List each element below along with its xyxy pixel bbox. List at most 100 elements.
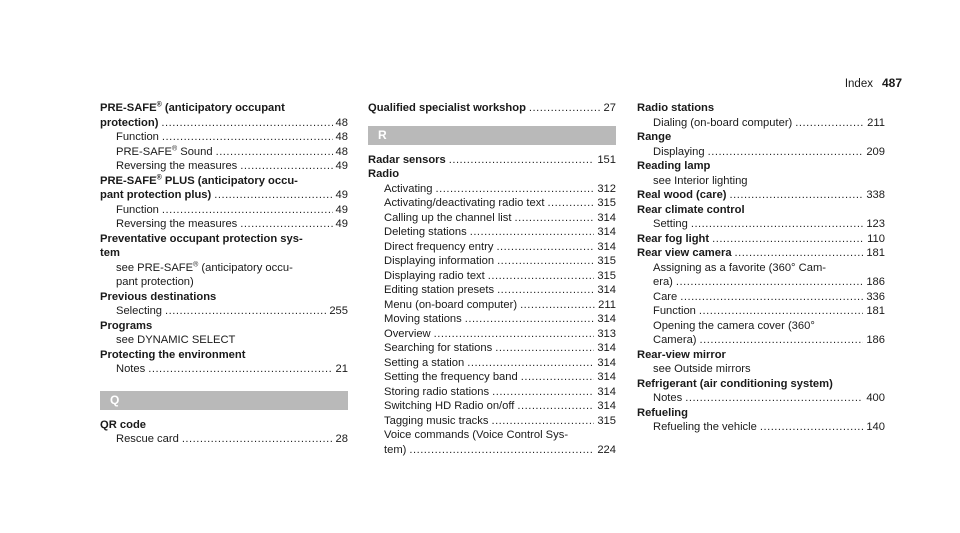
see-reference[interactable]: see PRE-SAFE® (anticipatory occu- bbox=[100, 261, 348, 276]
page-ref[interactable]: 314 bbox=[597, 385, 616, 398]
index-entry[interactable]: PRE-SAFE® (anticipatory occupant bbox=[100, 101, 348, 116]
index-subentry[interactable]: Displaying 209 bbox=[637, 146, 885, 160]
page-ref[interactable]: 28 bbox=[335, 433, 348, 445]
page-ref[interactable]: 315 bbox=[597, 414, 616, 427]
index-subentry[interactable]: Dialing (on-board computer) 211 bbox=[637, 117, 885, 131]
index-subentry[interactable]: era) 186 bbox=[637, 276, 885, 290]
index-subentry[interactable]: Deleting stations 314 bbox=[368, 226, 616, 240]
index-subentry[interactable]: Direct frequency entry 314 bbox=[368, 241, 616, 255]
see-reference[interactable]: see Interior lighting bbox=[637, 175, 885, 189]
index-subentry[interactable]: Camera) 186 bbox=[637, 334, 885, 348]
see-reference[interactable]: pant protection) bbox=[100, 276, 348, 290]
page-ref[interactable]: 181 bbox=[866, 247, 885, 259]
page-ref[interactable]: 49 bbox=[335, 203, 348, 216]
page-ref[interactable]: 48 bbox=[335, 145, 348, 158]
page-ref[interactable]: 314 bbox=[597, 240, 616, 253]
index-entry[interactable]: Rear fog light 110 bbox=[637, 233, 885, 247]
index-subentry[interactable]: Setting 123 bbox=[637, 218, 885, 232]
page-ref[interactable]: 314 bbox=[597, 356, 616, 369]
page-ref[interactable]: 313 bbox=[597, 327, 616, 340]
index-subentry[interactable]: Searching for stations 314 bbox=[368, 342, 616, 356]
index-entry[interactable]: Rear view camera 181 bbox=[637, 247, 885, 261]
page-ref[interactable]: 48 bbox=[335, 116, 348, 129]
page-ref[interactable]: 255 bbox=[329, 305, 348, 317]
index-subentry[interactable]: Moving stations 314 bbox=[368, 313, 616, 327]
page-ref[interactable]: 314 bbox=[597, 284, 616, 296]
page-ref[interactable]: 49 bbox=[335, 218, 348, 230]
see-reference[interactable]: see DYNAMIC SELECT bbox=[100, 334, 348, 348]
entry-text: pant protection) bbox=[116, 276, 194, 288]
page-ref[interactable]: 338 bbox=[866, 189, 885, 201]
header-title: Index bbox=[844, 78, 873, 90]
index-subentry[interactable]: Menu (on-board computer) 211 bbox=[368, 299, 616, 313]
index-entry[interactable]: Radar sensors 151 bbox=[368, 154, 616, 168]
index-subentry[interactable]: Opening the camera cover (360° bbox=[637, 320, 885, 334]
page-ref[interactable]: 312 bbox=[597, 182, 616, 195]
page-ref[interactable]: 110 bbox=[867, 232, 885, 245]
page-ref[interactable]: 181 bbox=[866, 305, 885, 317]
index-subentry[interactable]: Refueling the vehicle 140 bbox=[637, 421, 885, 435]
page-ref[interactable]: 314 bbox=[597, 342, 616, 354]
index-subentry[interactable]: Storing radio stations 314 bbox=[368, 386, 616, 400]
leader-dots bbox=[470, 226, 595, 240]
entry-text: Selecting bbox=[116, 305, 163, 317]
page-ref[interactable]: 211 bbox=[867, 116, 885, 129]
index-entry[interactable]: Real wood (care) 338 bbox=[637, 189, 885, 203]
page-ref[interactable]: 314 bbox=[597, 313, 616, 325]
entry-text: Function bbox=[653, 305, 696, 317]
index-subentry[interactable]: PRE-SAFE® Sound 48 bbox=[100, 145, 348, 160]
page-ref[interactable]: 336 bbox=[866, 290, 885, 303]
index-subentry[interactable]: Voice commands (Voice Control Sys- bbox=[368, 429, 616, 443]
index-subentry[interactable]: Switching HD Radio on/off 314 bbox=[368, 400, 616, 414]
index-subentry[interactable]: Function 49 bbox=[100, 204, 348, 218]
index-subentry[interactable]: Selecting 255 bbox=[100, 305, 348, 319]
page-ref[interactable]: 315 bbox=[597, 255, 616, 267]
page-ref[interactable]: 315 bbox=[597, 269, 616, 282]
index-subentry[interactable]: Assigning as a favorite (360° Cam- bbox=[637, 262, 885, 276]
page-ref[interactable]: 186 bbox=[866, 334, 885, 346]
page-ref[interactable]: 48 bbox=[335, 131, 348, 143]
page-ref[interactable]: 314 bbox=[597, 226, 616, 238]
page-ref[interactable]: 186 bbox=[866, 276, 885, 288]
entry-text: protection) bbox=[100, 116, 159, 129]
index-subentry[interactable]: Editing station presets 314 bbox=[368, 284, 616, 298]
index-subentry[interactable]: Setting a station 314 bbox=[368, 357, 616, 371]
page-ref[interactable]: 21 bbox=[335, 363, 348, 375]
page-ref[interactable]: 123 bbox=[866, 218, 885, 230]
index-subentry[interactable]: tem) 224 bbox=[368, 444, 616, 458]
page-ref[interactable]: 27 bbox=[603, 102, 616, 114]
index-entry[interactable]: protection) 48 bbox=[100, 117, 348, 131]
page-ref[interactable]: 314 bbox=[597, 400, 616, 412]
page-ref[interactable]: 49 bbox=[335, 160, 348, 172]
index-subentry[interactable]: Rescue card 28 bbox=[100, 433, 348, 447]
page-ref[interactable]: 209 bbox=[866, 145, 885, 158]
index-subentry[interactable]: Reversing the measures 49 bbox=[100, 218, 348, 232]
index-subentry[interactable]: Overview 313 bbox=[368, 328, 616, 342]
index-subentry[interactable]: Displaying radio text 315 bbox=[368, 270, 616, 284]
index-subentry[interactable]: Activating/deactivating radio text 315 bbox=[368, 197, 616, 211]
index-entry[interactable]: pant protection plus) 49 bbox=[100, 189, 348, 203]
page-ref[interactable]: 400 bbox=[866, 392, 885, 404]
index-subentry[interactable]: Reversing the measures 49 bbox=[100, 160, 348, 174]
index-subentry[interactable]: Notes 21 bbox=[100, 363, 348, 377]
index-subentry[interactable]: Notes 400 bbox=[637, 392, 885, 406]
page-ref[interactable]: 151 bbox=[597, 153, 616, 166]
page-ref[interactable]: 314 bbox=[597, 371, 616, 383]
index-entry[interactable]: PRE-SAFE® PLUS (anticipatory occu- bbox=[100, 174, 348, 189]
page-ref[interactable]: 140 bbox=[866, 421, 885, 433]
index-subentry[interactable]: Displaying information 315 bbox=[368, 255, 616, 269]
index-subentry[interactable]: Calling up the channel list 314 bbox=[368, 212, 616, 226]
index-subentry[interactable]: Care 336 bbox=[637, 291, 885, 305]
index-subentry[interactable]: Tagging music tracks 315 bbox=[368, 415, 616, 429]
page-ref[interactable]: 314 bbox=[597, 211, 616, 224]
index-subentry[interactable]: Activating 312 bbox=[368, 183, 616, 197]
page-ref[interactable]: 211 bbox=[598, 298, 616, 311]
index-subentry[interactable]: Function 48 bbox=[100, 131, 348, 145]
index-subentry[interactable]: Setting the frequency band 314 bbox=[368, 371, 616, 385]
index-subentry[interactable]: Function 181 bbox=[637, 305, 885, 319]
page-ref[interactable]: 49 bbox=[335, 189, 348, 201]
page-ref[interactable]: 315 bbox=[597, 197, 616, 209]
page-ref[interactable]: 224 bbox=[597, 443, 616, 456]
see-reference[interactable]: see Outside mirrors bbox=[637, 363, 885, 377]
index-entry[interactable]: Qualified specialist workshop 27 bbox=[368, 102, 616, 116]
